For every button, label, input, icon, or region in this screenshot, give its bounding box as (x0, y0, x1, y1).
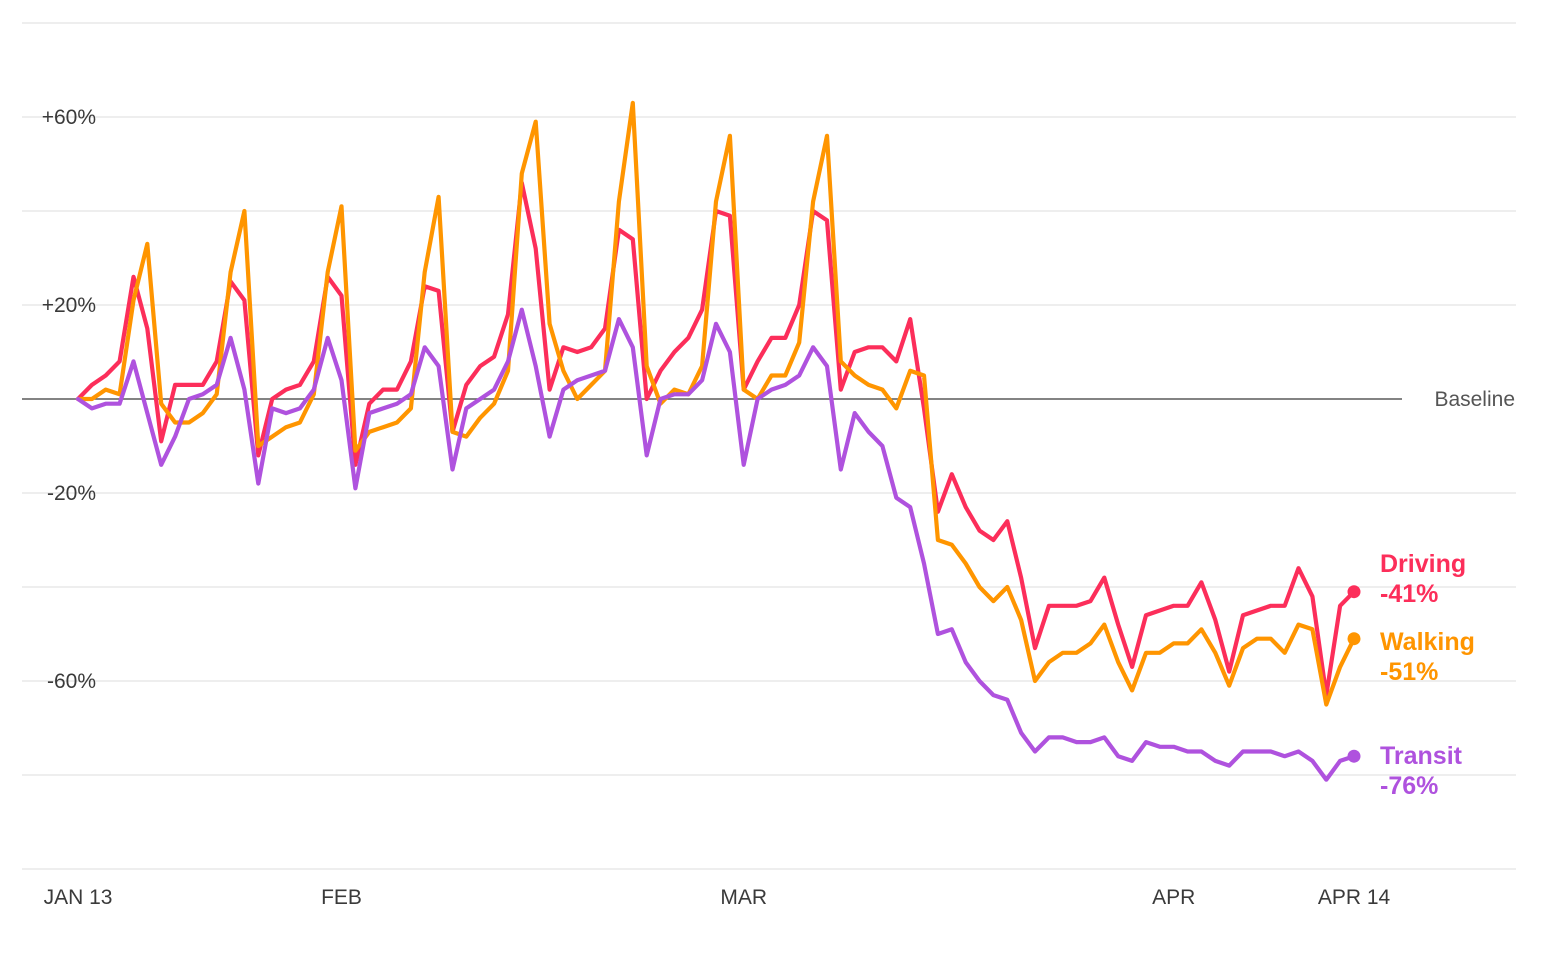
x-tick-label: FEB (321, 886, 362, 909)
series-value-label-walking: -51% (1380, 658, 1438, 686)
x-tick-label: JAN 13 (44, 886, 113, 909)
baseline-label: Baseline (1434, 388, 1515, 411)
series-name-label-transit: Transit (1380, 742, 1463, 770)
series-end-labels: Driving-41% Walking-51% Transit-76% (1380, 550, 1475, 800)
series-end-dot-walking (1347, 632, 1361, 646)
y-tick-label: +20% (42, 294, 96, 317)
series-end-dot-driving (1347, 585, 1361, 599)
series-value-label-transit: -76% (1380, 772, 1438, 800)
x-axis: JAN 13 FEB MAR APR APR 14 (44, 886, 1391, 909)
gridlines (22, 22, 1516, 870)
series-line-walking (75, 100, 1357, 707)
series-name-label-driving: Driving (1380, 550, 1466, 578)
series-value-label-driving: -41% (1380, 580, 1438, 608)
series-line-transit (75, 307, 1357, 782)
y-tick-label: -60% (47, 670, 96, 693)
series-name-label-walking: Walking (1380, 628, 1475, 656)
series-end-dot-transit (1347, 749, 1361, 763)
x-tick-label: APR (1152, 886, 1195, 909)
x-tick-label: APR 14 (1318, 886, 1391, 909)
x-tick-label: MAR (720, 886, 767, 909)
y-axis: +60% +20% -20% -60% (42, 106, 96, 693)
series-lines (75, 100, 1361, 782)
y-tick-label: +60% (42, 106, 96, 129)
y-tick-label: -20% (47, 482, 96, 505)
